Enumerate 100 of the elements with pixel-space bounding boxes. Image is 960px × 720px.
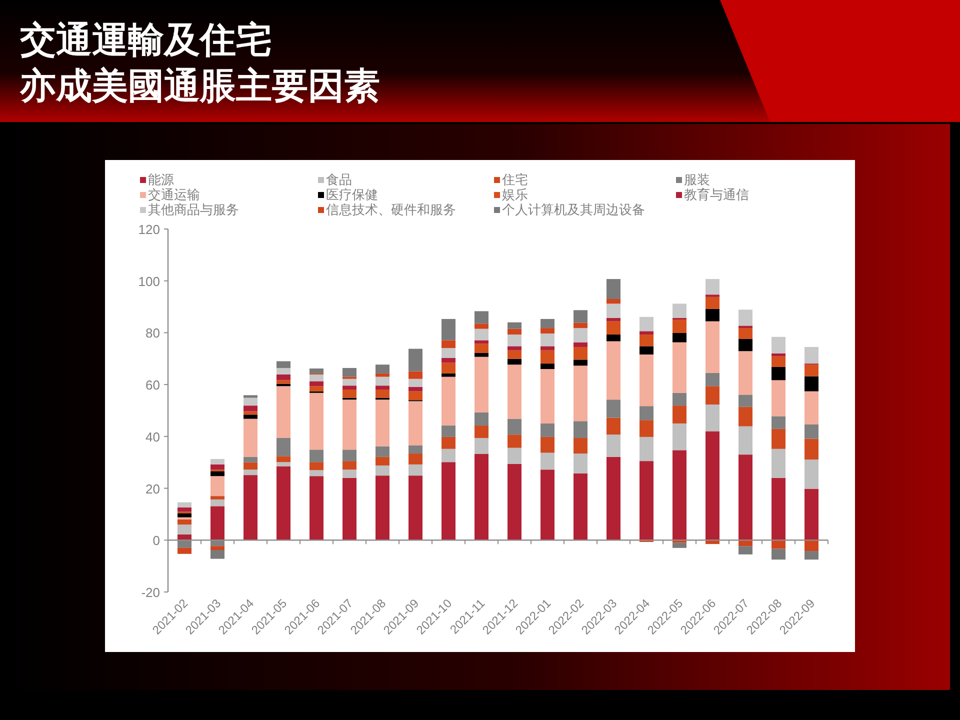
- bar: [210, 550, 224, 559]
- bar: [244, 414, 258, 419]
- bar: [738, 328, 752, 339]
- bar: [474, 340, 488, 344]
- bar: [376, 446, 390, 457]
- bar: [310, 374, 324, 382]
- legend-label: 信息技术、硬件和服务: [326, 202, 456, 217]
- bar: [342, 478, 356, 540]
- bar: [738, 338, 752, 352]
- y-tick-label: 100: [138, 274, 160, 289]
- bar: [276, 374, 290, 380]
- bar: [672, 342, 686, 393]
- bar: [442, 376, 456, 426]
- bar: [772, 336, 786, 354]
- bar: [408, 476, 422, 540]
- bar: [474, 426, 488, 438]
- bar: [640, 334, 654, 346]
- bar: [244, 418, 258, 457]
- bar: [574, 474, 588, 540]
- bar: [508, 364, 522, 419]
- bar: [606, 299, 620, 304]
- bar: [210, 476, 224, 496]
- bar: [772, 428, 786, 449]
- bar: [804, 438, 818, 460]
- bar: [706, 321, 720, 373]
- bar: [376, 364, 390, 374]
- bar: [540, 346, 554, 350]
- bar: [540, 333, 554, 346]
- bar: [474, 311, 488, 324]
- bar: [738, 546, 752, 554]
- bar: [606, 321, 620, 335]
- bar: [606, 341, 620, 400]
- bar: [508, 434, 522, 448]
- bar: [640, 354, 654, 406]
- bar: [508, 448, 522, 464]
- bar: [210, 471, 224, 476]
- bar: [804, 346, 818, 364]
- bar: [804, 364, 818, 376]
- bar: [606, 318, 620, 322]
- bar: [376, 476, 390, 540]
- bar: [178, 513, 192, 518]
- bar: [640, 331, 654, 335]
- bar: [772, 478, 786, 540]
- bar: [804, 376, 818, 392]
- bar: [640, 406, 654, 420]
- y-tick-label: -20: [141, 585, 160, 600]
- bar: [178, 548, 192, 554]
- bar: [706, 296, 720, 309]
- bar: [210, 464, 224, 470]
- bar: [574, 360, 588, 366]
- bar: [508, 418, 522, 435]
- bar: [672, 450, 686, 540]
- bar: [408, 454, 422, 464]
- legend-label: 医疗保健: [326, 187, 378, 202]
- bar: [408, 464, 422, 476]
- legend-label: 教育与通信: [684, 187, 749, 202]
- bar: [738, 351, 752, 395]
- bar: [408, 386, 422, 392]
- bar: [772, 366, 786, 380]
- bar: [178, 524, 192, 534]
- legend-label: 个人计算机及其周边设备: [502, 202, 645, 217]
- bar: [310, 462, 324, 470]
- y-tick-label: 0: [152, 533, 160, 548]
- bar: [342, 470, 356, 478]
- bar: [342, 386, 356, 390]
- bar: [772, 548, 786, 560]
- bar: [310, 470, 324, 476]
- bar: [408, 378, 422, 387]
- bar: [738, 454, 752, 540]
- bar: [772, 448, 786, 478]
- bar: [276, 380, 290, 384]
- bar: [442, 373, 456, 377]
- legend-label: 娱乐: [502, 187, 528, 202]
- legend-label: 食品: [326, 172, 352, 187]
- bar: [310, 476, 324, 540]
- bar: [574, 366, 588, 422]
- bar: [508, 322, 522, 329]
- bar: [408, 391, 422, 400]
- bar: [672, 542, 686, 548]
- bar: [706, 540, 720, 544]
- bar: [376, 386, 390, 390]
- bar: [178, 507, 192, 512]
- bar: [276, 456, 290, 462]
- bar: [376, 400, 390, 446]
- bar: [672, 406, 686, 424]
- bar: [376, 390, 390, 398]
- bar: [672, 392, 686, 406]
- bar: [706, 372, 720, 386]
- bar: [474, 344, 488, 353]
- bar: [276, 386, 290, 438]
- bar: [276, 466, 290, 540]
- bar: [540, 318, 554, 328]
- bar: [474, 352, 488, 357]
- bar: [772, 353, 786, 356]
- bar: [342, 378, 356, 386]
- bar: [804, 488, 818, 540]
- bar: [672, 332, 686, 342]
- bar: [706, 386, 720, 405]
- bar: [606, 334, 620, 342]
- bar: [706, 431, 720, 540]
